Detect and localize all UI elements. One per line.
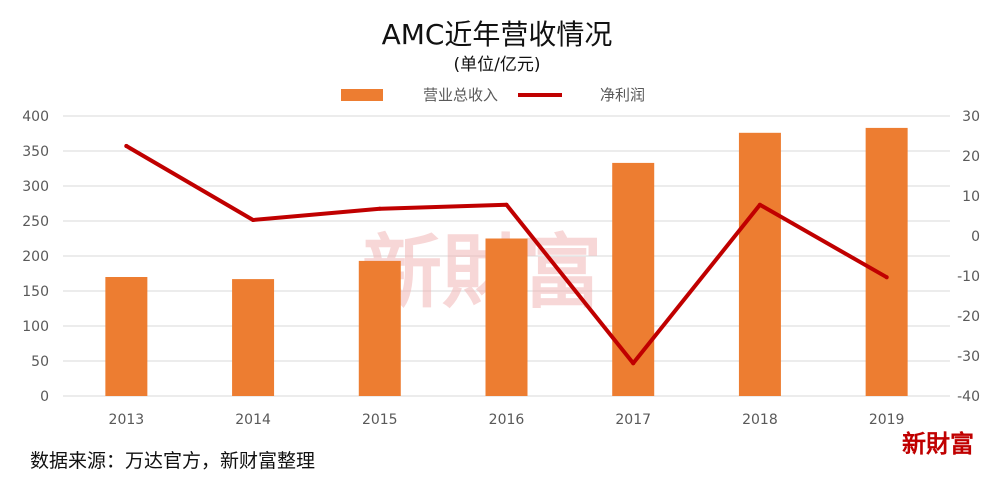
left-y-tick-label: 50 [31, 354, 49, 370]
net-profit-point [377, 206, 382, 211]
right-y-tick-label: 30 [962, 109, 980, 125]
brand-logo: 新財富 [902, 429, 974, 458]
bar-series [105, 127, 908, 397]
right-y-tick-label: 20 [962, 149, 980, 165]
x-tick-label: 2014 [235, 412, 271, 428]
line-series [124, 144, 889, 366]
right-y-tick-label: -20 [957, 309, 980, 325]
revenue-bar [485, 238, 528, 396]
x-tick-label: 2017 [615, 412, 651, 428]
revenue-bar [865, 127, 908, 397]
left-y-tick-label: 350 [22, 144, 49, 160]
chart-title: AMC近年营收情况 [382, 18, 613, 51]
revenue-bar [738, 132, 781, 397]
right-y-tick-label: -10 [957, 269, 980, 285]
x-tick-label: 2015 [362, 412, 398, 428]
legend: 营业总收入 净利润 [341, 86, 645, 104]
left-y-axis: 0 50 100 150 200 250 300 350 400 [22, 109, 49, 405]
net-profit-point [631, 361, 636, 366]
revenue-bar [612, 162, 655, 396]
right-y-tick-label: 10 [962, 189, 980, 205]
left-y-tick-label: 250 [22, 214, 49, 230]
legend-swatch-revenue [341, 89, 383, 101]
left-y-tick-label: 300 [22, 179, 49, 195]
right-y-tick-label: -30 [957, 349, 980, 365]
left-y-tick-label: 150 [22, 284, 49, 300]
left-y-tick-label: 400 [22, 109, 49, 125]
net-profit-point [124, 144, 129, 148]
revenue-bar [232, 279, 275, 396]
right-y-tick-label: 0 [971, 229, 980, 245]
net-profit-point [504, 202, 509, 207]
net-profit-point [251, 218, 256, 222]
revenue-bar [358, 260, 401, 396]
net-profit-point [757, 202, 762, 207]
left-y-tick-label: 200 [22, 249, 49, 265]
x-axis: 2013 2014 2015 2016 2017 2018 2019 [109, 412, 905, 428]
x-tick-label: 2018 [742, 412, 778, 428]
revenue-bar [105, 277, 148, 396]
right-y-axis: -40 -30 -20 -10 0 10 20 30 [957, 109, 980, 405]
net-profit-point [884, 275, 889, 280]
chart-subtitle: (单位/亿元) [454, 55, 541, 75]
left-y-tick-label: 100 [22, 319, 49, 335]
left-y-tick-label: 0 [40, 389, 49, 405]
right-y-tick-label: -40 [957, 389, 980, 405]
legend-label-revenue: 营业总收入 [423, 86, 498, 104]
legend-label-net-profit: 净利润 [600, 86, 645, 104]
x-tick-label: 2019 [869, 412, 905, 428]
x-tick-label: 2016 [489, 412, 525, 428]
x-tick-label: 2013 [109, 412, 145, 428]
source-note: 数据来源：万达官方，新财富整理 [30, 450, 315, 472]
